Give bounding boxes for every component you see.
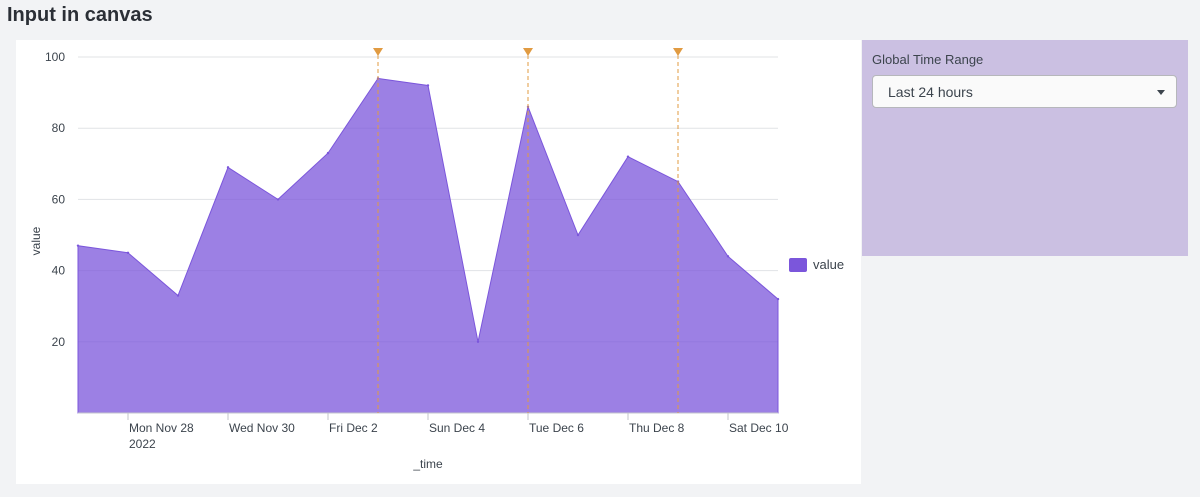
caret-down-icon — [1157, 90, 1165, 95]
y-tick-label: 60 — [52, 192, 66, 206]
data-point — [726, 255, 730, 258]
area-chart: 20 40 60 80 100 Mon Nov 28 2022 Wed Nov 30 Fri D… — [29, 48, 789, 471]
data-point — [226, 166, 230, 169]
time-range-label: Global Time Range — [872, 52, 984, 67]
annotation-marker-icon — [373, 48, 383, 56]
data-point — [76, 244, 80, 247]
area-series-value — [77, 77, 779, 414]
data-point — [776, 297, 780, 301]
y-tick-label: 20 — [52, 335, 66, 349]
y-tick-label: 100 — [45, 50, 65, 64]
x-tick-label: Thu Dec 8 — [629, 421, 685, 435]
data-point — [176, 294, 180, 297]
legend-swatch — [789, 257, 807, 272]
chart-panel: 20 40 60 80 100 Mon Nov 28 2022 Wed Nov 30 Fri D… — [16, 40, 861, 484]
data-point — [326, 151, 330, 155]
annotation-marker-icon — [523, 48, 533, 56]
y-axis-title: value — [29, 226, 43, 255]
x-tick-label: Sun Dec 4 — [429, 421, 485, 435]
x-tick-label: Mon Nov 28 — [129, 421, 194, 435]
x-tick-sublabel: 2022 — [129, 437, 156, 451]
y-tick-label: 40 — [52, 264, 66, 278]
annotation-marker-icon — [673, 48, 683, 56]
x-tick-label: Sat Dec 10 — [729, 421, 789, 435]
time-range-value: Last 24 hours — [888, 84, 973, 100]
time-range-dropdown[interactable]: Last 24 hours — [872, 75, 1177, 108]
chart-legend[interactable]: value — [789, 257, 844, 272]
data-point — [276, 198, 280, 201]
x-tick-label: Fri Dec 2 — [329, 421, 378, 435]
y-tick-label: 80 — [52, 121, 66, 135]
legend-label: value — [813, 257, 845, 272]
data-point — [426, 84, 430, 87]
data-point — [476, 340, 480, 343]
x-axis-title: _time — [412, 457, 443, 471]
input-panel: Global Time Range Last 24 hours — [862, 40, 1188, 256]
data-point — [576, 233, 580, 237]
x-tick-label: Wed Nov 30 — [229, 421, 295, 435]
data-point — [626, 155, 630, 158]
page-title: Input in canvas — [7, 4, 153, 26]
x-tick-label: Tue Dec 6 — [529, 421, 584, 435]
data-point — [126, 251, 130, 254]
